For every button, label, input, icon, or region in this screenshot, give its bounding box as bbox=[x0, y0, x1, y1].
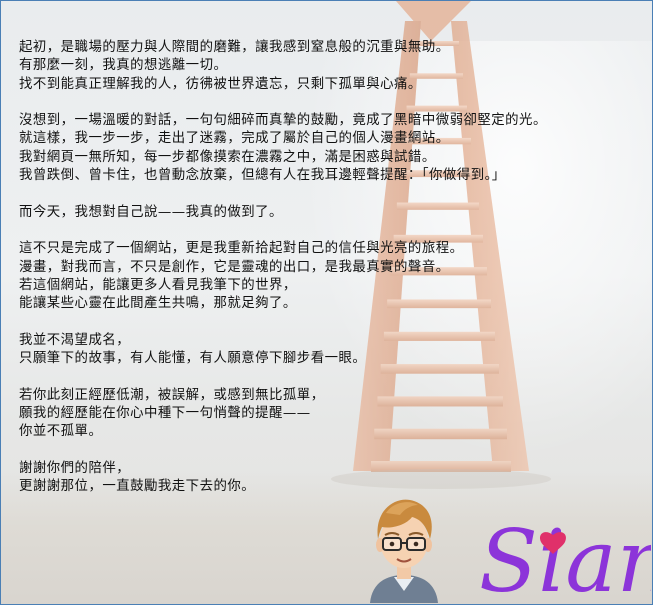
author-avatar bbox=[370, 499, 438, 603]
text-line: 願我的經歷能在你心中種下一句悄聲的提醒—— bbox=[19, 405, 311, 421]
ladder-rung bbox=[413, 41, 459, 46]
text-line: 我並不渴望成名， bbox=[19, 332, 131, 348]
paragraph-1: 起初，是職場的壓力與人際間的磨難，讓我感到窒息般的沉重與無助。 有那麼一刻，我真… bbox=[19, 39, 644, 94]
paragraph-6: 若你此刻正經歷低潮，被誤解，或感到無比孤單， 願我的經歷能在你心中種下一句悄聲的… bbox=[19, 387, 644, 442]
text-line: 你並不孤單。 bbox=[19, 424, 103, 440]
ladder-rung bbox=[409, 73, 463, 79]
signature-text: Sian bbox=[479, 512, 651, 605]
letter-body: 起初，是職場的壓力與人際間的磨難，讓我感到窒息般的沉重與無助。 有那麼一刻，我真… bbox=[19, 39, 644, 515]
ladder-rung bbox=[383, 331, 495, 341]
text-line: 這不只是完成了一個網站，更是我重新拾起對自己的信任與光亮的旅程。 bbox=[19, 241, 464, 257]
paragraph-2: 沒想到，一場溫暖的對話，一句句細碎而真摯的鼓勵，竟成了黑暗中微弱卻堅定的光。 就… bbox=[19, 112, 644, 185]
text-line: 能讓某些心靈在此間產生共鳴，那就足夠了。 bbox=[19, 296, 297, 312]
paragraph-4: 這不只是完成了一個網站，更是我重新拾起對自己的信任與光亮的旅程。 漫畫，對我而言… bbox=[19, 240, 644, 313]
heart-icon bbox=[540, 532, 566, 554]
ladder-rung bbox=[390, 267, 487, 276]
text-line: 找不到能真正理解我的人，彷彿被世界遺忘，只剩下孤單與心痛。 bbox=[19, 76, 422, 92]
ladder-rung bbox=[400, 170, 475, 178]
ladder-rung bbox=[380, 364, 499, 374]
text-line: 我曾跌倒、曾卡住，也曾動念放棄，但總有人在我耳邊輕聲提醒：「你做得到。」 bbox=[19, 168, 506, 184]
text-line: 沒想到，一場溫暖的對話，一句句細碎而真摯的鼓勵，竟成了黑暗中微弱卻堅定的光。 bbox=[19, 113, 547, 129]
ladder-rung bbox=[371, 461, 511, 472]
text-line: 我對網頁一無所知，每一步都像摸索在濃霧之中，滿是困惑與試錯。 bbox=[19, 149, 436, 165]
text-line: 漫畫，對我而言，不只是創作，它是靈魂的出口，是我最真實的聲音。 bbox=[19, 259, 450, 275]
ladder-rung bbox=[393, 234, 483, 243]
paragraph-5: 我並不渴望成名， 只願筆下的故事，有人能懂，有人願意停下腳步看一眼。 bbox=[19, 332, 644, 369]
paragraph-3: 而今天，我想對自己說——我真的做到了。 bbox=[19, 204, 644, 222]
text-line: 有那麼一刻，我真的想逃離一切。 bbox=[19, 58, 228, 74]
ladder-rung bbox=[406, 105, 467, 112]
text-line: 只願筆下的故事，有人能懂，有人願意停下腳步看一眼。 bbox=[19, 351, 367, 367]
text-line: 若你此刻正經歷低潮，被誤解，或感到無比孤單， bbox=[19, 387, 325, 403]
paragraph-7: 謝謝你們的陪伴， 更謝謝那位，一直鼓勵我走下去的你。 bbox=[19, 460, 644, 497]
ladder-rung bbox=[377, 396, 503, 407]
text-line: 若這個網站，能讓更多人看見我筆下的世界， bbox=[19, 277, 297, 293]
text-line: 謝謝你們的陪伴， bbox=[19, 460, 131, 476]
text-line: 就這樣，我一步一步，走出了迷霧，完成了屬於自己的個人漫畫網站。 bbox=[19, 131, 450, 147]
ladder-rung bbox=[403, 137, 471, 145]
ladder-rung bbox=[396, 202, 479, 210]
signature: Sian bbox=[479, 512, 651, 605]
text-line: 而今天，我想對自己說——我真的做到了。 bbox=[19, 204, 283, 220]
ladder-rung bbox=[374, 428, 507, 440]
ladder-rung bbox=[387, 299, 491, 309]
text-line: 更謝謝那位，一直鼓勵我走下去的你。 bbox=[19, 479, 256, 495]
text-line: 起初，是職場的壓力與人際間的磨難，讓我感到窒息般的沉重與無助。 bbox=[19, 40, 450, 55]
